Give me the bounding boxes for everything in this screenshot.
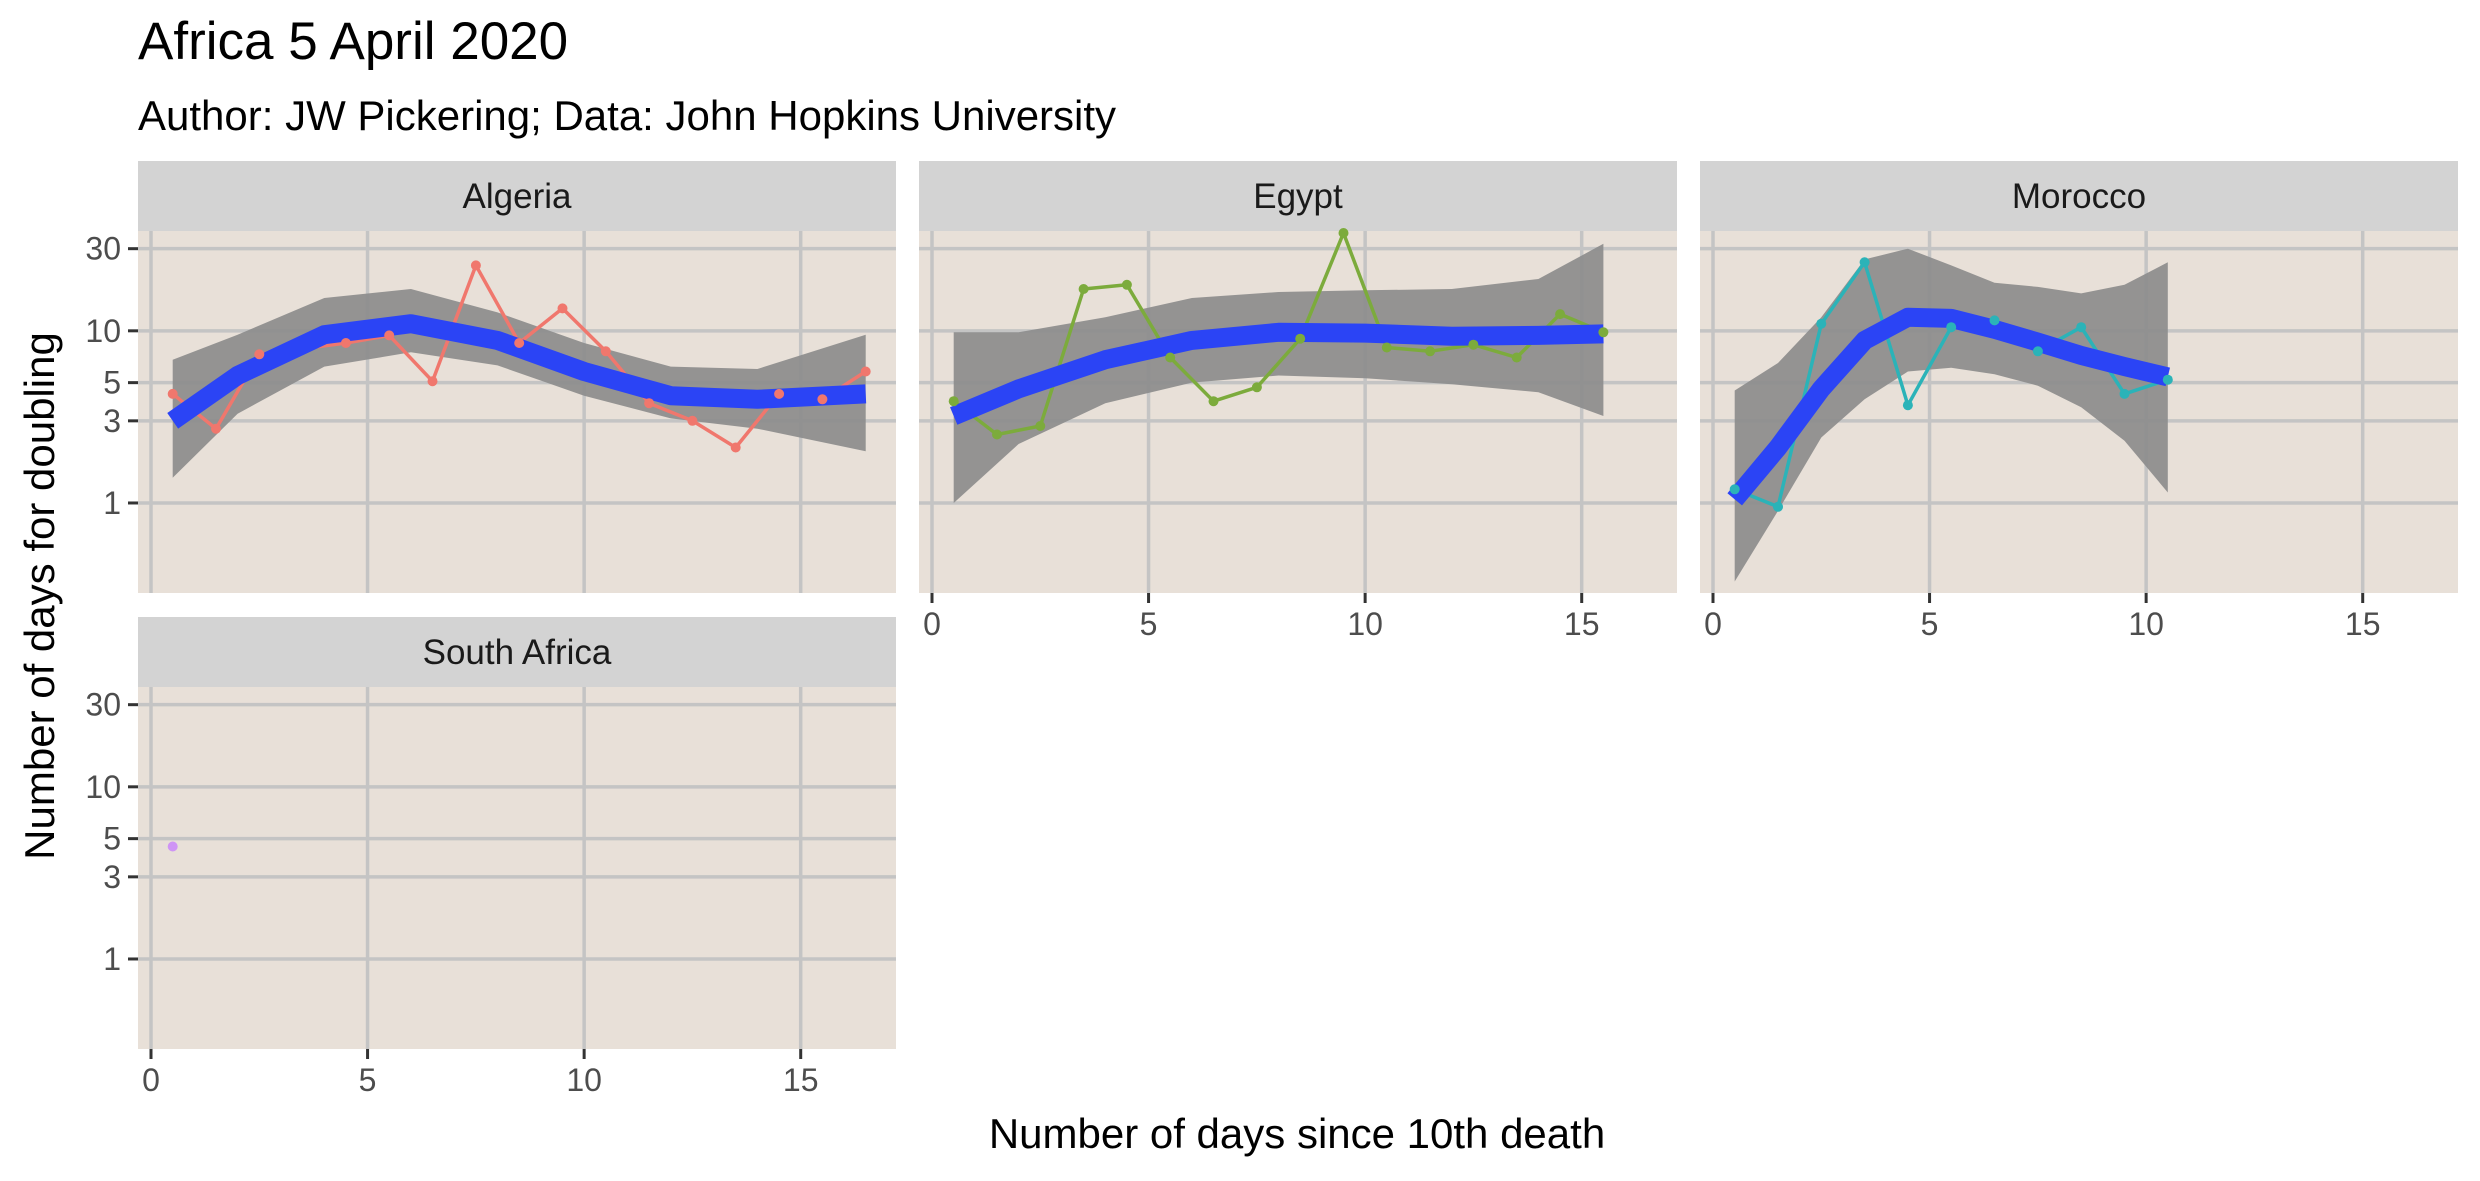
facet-strip <box>919 161 1677 231</box>
facet-strip <box>138 617 896 687</box>
data-point <box>1208 396 1219 407</box>
data-point <box>1381 342 1392 353</box>
data-point <box>167 388 178 399</box>
data-point <box>1078 284 1089 294</box>
y-tick-label: 1 <box>103 941 121 977</box>
data-point <box>1338 228 1349 238</box>
x-tick-label: 15 <box>783 1062 819 1098</box>
data-point <box>1121 279 1132 290</box>
data-point <box>1035 421 1046 431</box>
data-point <box>1165 352 1176 363</box>
x-tick-label: 15 <box>1564 606 1600 642</box>
data-point <box>992 429 1002 440</box>
chart-subtitle: Author: JW Pickering; Data: John Hopkins… <box>138 92 1116 139</box>
y-axis-title: Number of days for doubling <box>16 332 63 860</box>
x-tick-label: 15 <box>2345 606 2381 642</box>
x-axis-title: Number of days since 10th death <box>989 1110 1605 1157</box>
data-point <box>687 415 698 426</box>
y-tick-label: 5 <box>103 365 121 401</box>
data-point <box>1251 382 1262 393</box>
facet-strip-label: South Africa <box>423 633 612 672</box>
y-tick-label: 30 <box>85 231 121 267</box>
facet-strip <box>1700 161 2458 231</box>
smooth-trend-line <box>167 314 867 429</box>
data-point <box>1946 322 1957 333</box>
data-point <box>2076 322 2087 333</box>
facet-panel: Egypt 0 5 10 15 <box>919 161 1677 642</box>
x-tick-label: 5 <box>1921 606 1939 642</box>
x-tick-label: 0 <box>142 1062 160 1098</box>
data-point <box>817 394 828 405</box>
data-point <box>2162 374 2173 385</box>
data-point <box>1295 333 1306 344</box>
data-point <box>644 398 655 409</box>
data-point <box>470 260 481 271</box>
data-point <box>384 330 395 341</box>
data-point <box>774 388 785 399</box>
facet-strip-label: Egypt <box>1253 177 1343 216</box>
data-point <box>1816 318 1827 329</box>
data-point <box>340 338 351 348</box>
data-point <box>2119 388 2130 399</box>
facet-panel: Morocco 0 5 10 15 <box>1700 161 2458 642</box>
x-tick-label: 10 <box>1347 606 1383 642</box>
y-tick-label: 3 <box>103 403 121 439</box>
smooth-trend-line <box>950 322 1604 425</box>
smooth-trend-line <box>1727 307 2170 506</box>
data-point <box>1859 257 1870 268</box>
data-point <box>1989 315 2000 326</box>
x-tick-label: 10 <box>2128 606 2164 642</box>
data-point <box>167 841 178 852</box>
data-point <box>2032 346 2043 357</box>
x-tick-label: 5 <box>359 1062 377 1098</box>
y-tick-label: 3 <box>103 859 121 895</box>
x-tick-label: 5 <box>1140 606 1158 642</box>
data-point <box>1425 346 1436 357</box>
data-point <box>211 423 221 434</box>
data-point <box>1902 400 1913 411</box>
data-point <box>1555 309 1566 320</box>
y-tick-label: 30 <box>85 687 121 723</box>
data-point <box>254 349 265 360</box>
data-point <box>427 376 438 387</box>
x-tick-label: 0 <box>923 606 941 642</box>
data-point <box>1511 352 1522 363</box>
data-point <box>730 442 741 453</box>
confidence-ribbon <box>953 243 1604 504</box>
facet-strip <box>138 161 896 231</box>
y-tick-label: 5 <box>103 821 121 857</box>
data-point <box>860 366 871 377</box>
data-point <box>600 346 611 357</box>
x-tick-label: 10 <box>566 1062 602 1098</box>
data-point <box>514 338 525 348</box>
confidence-ribbon <box>1734 248 2168 582</box>
data-point <box>1729 484 1740 495</box>
y-tick-label: 10 <box>85 313 121 349</box>
data-point <box>1773 501 1783 512</box>
chart-title: Africa 5 April 2020 <box>138 12 568 71</box>
y-tick-label: 10 <box>85 769 121 805</box>
data-point <box>948 396 959 407</box>
facet-strip-label: Algeria <box>463 177 572 216</box>
panel-background <box>138 687 896 1049</box>
facet-strip-label: Morocco <box>2012 177 2146 216</box>
y-tick-label: 1 <box>103 485 121 521</box>
data-point <box>1468 339 1479 350</box>
series-line <box>952 231 1605 437</box>
data-point <box>1598 327 1609 338</box>
data-point <box>557 303 568 314</box>
facet-panel: Algeria 1 35 10 30 <box>85 161 896 593</box>
x-tick-label: 0 <box>1704 606 1722 642</box>
